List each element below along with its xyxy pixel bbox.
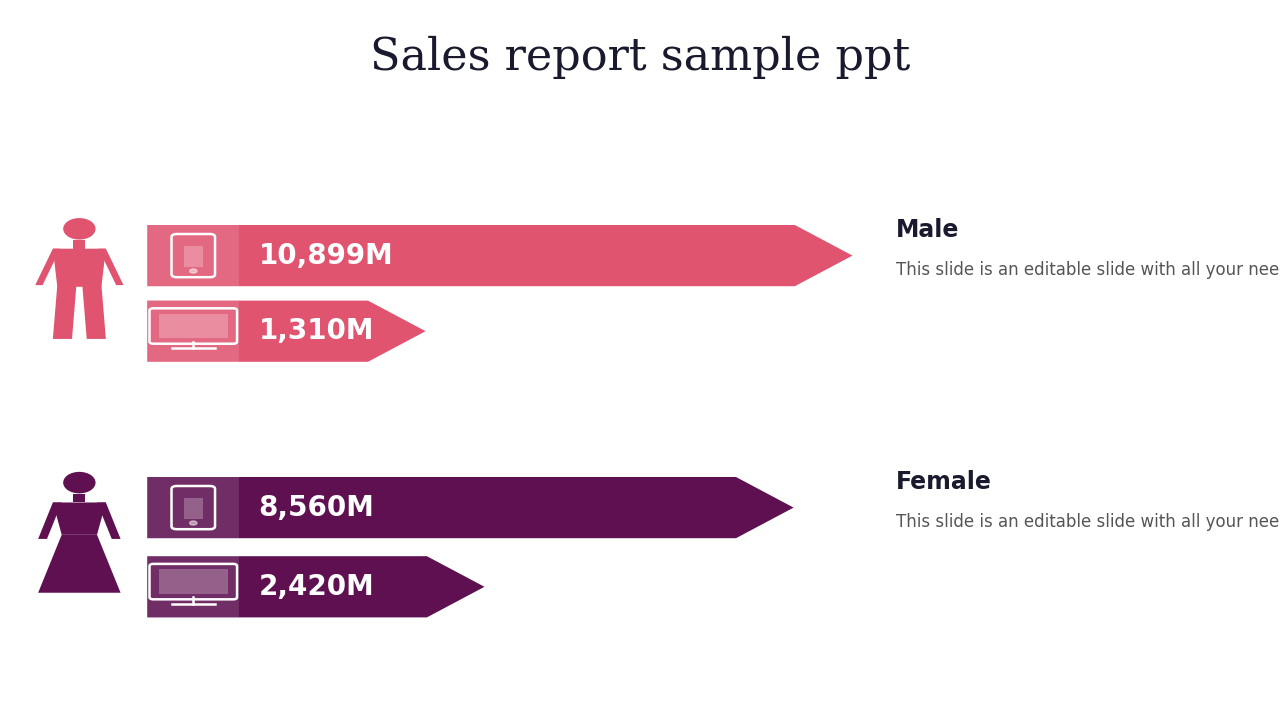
Polygon shape: [73, 240, 86, 248]
Polygon shape: [147, 225, 852, 286]
Polygon shape: [97, 503, 120, 539]
Polygon shape: [147, 556, 484, 618]
Circle shape: [189, 521, 197, 525]
Polygon shape: [38, 503, 61, 539]
Polygon shape: [147, 301, 239, 361]
FancyBboxPatch shape: [159, 314, 228, 338]
Text: 2,420M: 2,420M: [259, 573, 374, 600]
Text: This slide is an editable slide with all your needs.: This slide is an editable slide with all…: [896, 261, 1280, 279]
Polygon shape: [52, 248, 106, 287]
Polygon shape: [35, 248, 60, 285]
Text: 1,310M: 1,310M: [259, 318, 374, 345]
Polygon shape: [82, 285, 106, 339]
Polygon shape: [38, 535, 120, 593]
Text: Female: Female: [896, 470, 992, 495]
Ellipse shape: [63, 472, 96, 493]
Polygon shape: [147, 301, 425, 361]
Polygon shape: [52, 503, 106, 535]
Text: Male: Male: [896, 218, 960, 243]
Polygon shape: [147, 477, 794, 539]
Ellipse shape: [63, 218, 96, 240]
Polygon shape: [147, 477, 239, 539]
FancyBboxPatch shape: [184, 498, 202, 519]
Polygon shape: [52, 285, 77, 339]
Polygon shape: [147, 225, 239, 286]
Text: 10,899M: 10,899M: [259, 242, 393, 269]
Text: This slide is an editable slide with all your needs.: This slide is an editable slide with all…: [896, 513, 1280, 531]
Text: 8,560M: 8,560M: [259, 494, 375, 521]
Polygon shape: [147, 556, 239, 618]
Polygon shape: [99, 248, 124, 285]
Text: Sales report sample ppt: Sales report sample ppt: [370, 36, 910, 79]
Polygon shape: [73, 494, 86, 503]
Circle shape: [189, 269, 197, 273]
FancyBboxPatch shape: [184, 246, 202, 267]
FancyBboxPatch shape: [159, 570, 228, 594]
